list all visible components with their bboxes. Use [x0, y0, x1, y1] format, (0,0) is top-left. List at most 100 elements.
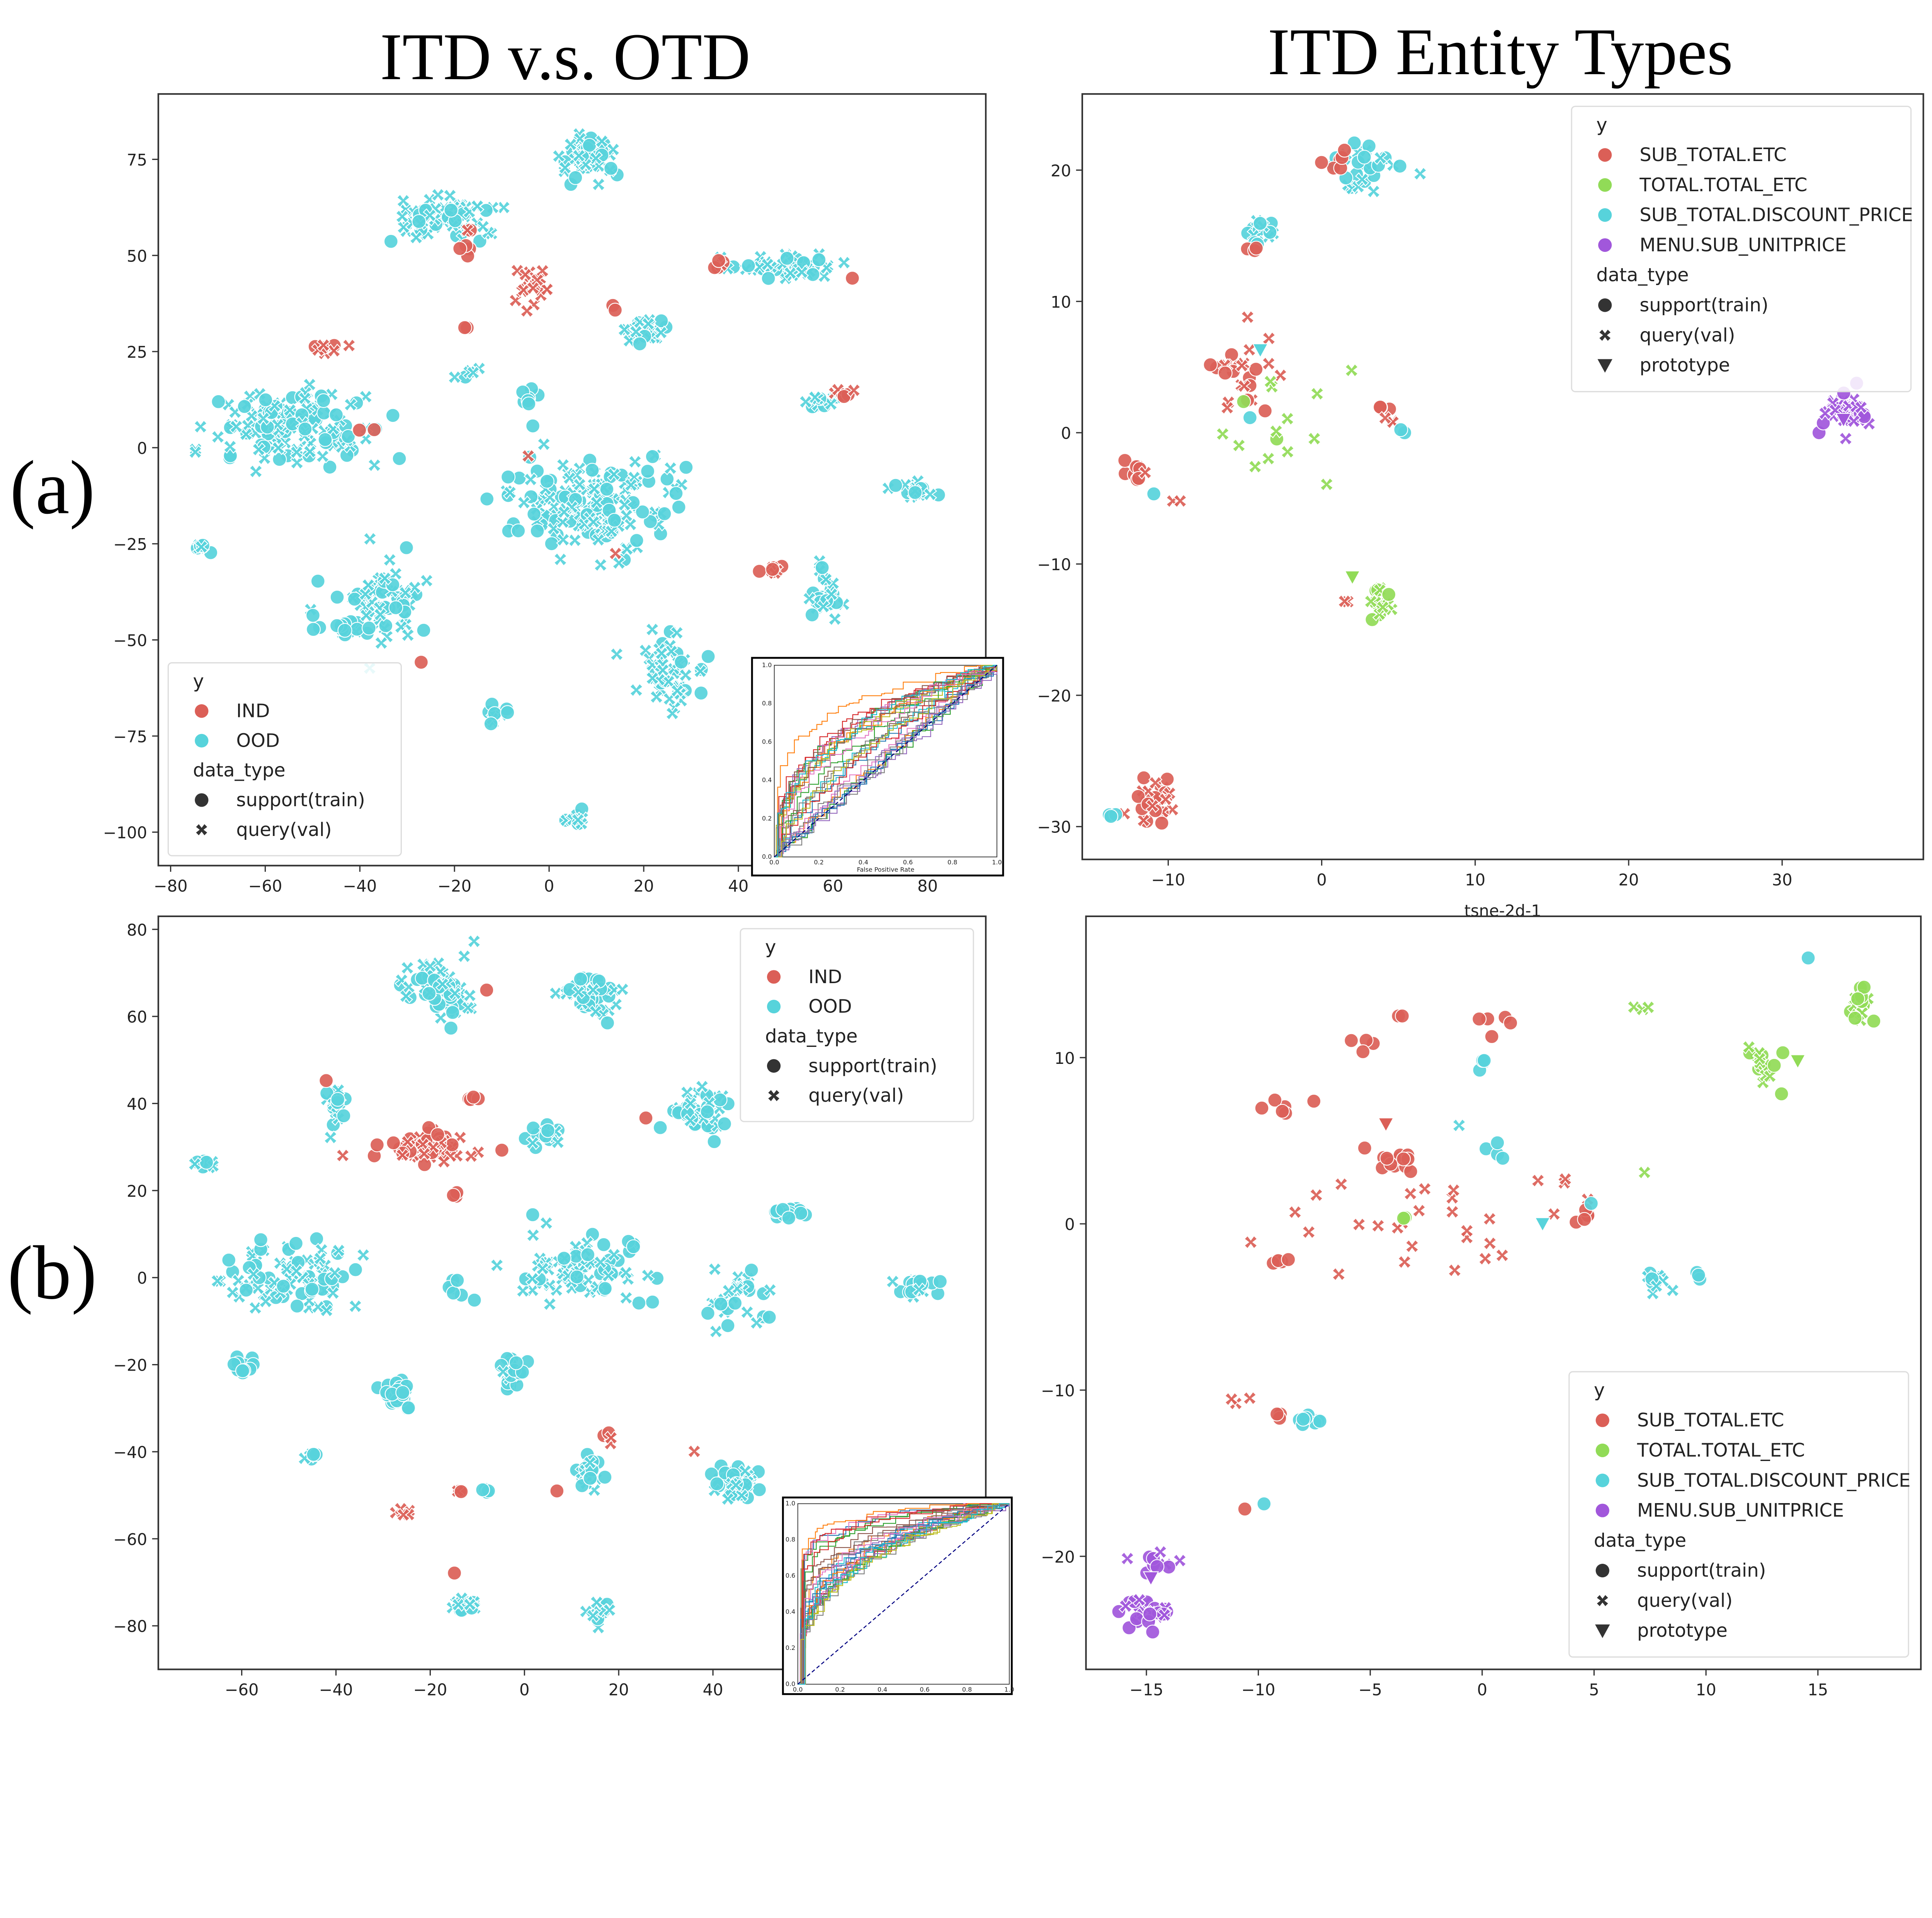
x-tick-label: −10 — [1242, 1680, 1276, 1699]
x-tick-label: 5 — [1589, 1680, 1599, 1699]
query-point — [556, 458, 570, 472]
points — [1111, 950, 1881, 1639]
support-point — [305, 608, 321, 623]
support-point — [466, 1089, 481, 1105]
support-point — [445, 1005, 460, 1020]
support-point — [509, 1355, 524, 1370]
roc-curve — [798, 1503, 1010, 1685]
query-point — [398, 586, 413, 600]
query-point — [601, 1269, 616, 1283]
query-point — [1366, 184, 1381, 199]
prototype-point — [1252, 343, 1269, 358]
support-point — [607, 513, 622, 528]
query-point — [670, 625, 684, 640]
query-point — [463, 1597, 477, 1612]
query-point — [396, 220, 411, 234]
support-point — [1850, 991, 1865, 1006]
support-point — [933, 1274, 948, 1289]
query-point — [586, 983, 600, 997]
query-point — [588, 1004, 603, 1019]
legend-marker-menu-sub-unitprice — [1598, 238, 1612, 252]
support-point — [626, 1239, 641, 1254]
query-point — [194, 540, 209, 554]
query-point — [591, 533, 605, 547]
x-tick-label: 20 — [633, 877, 654, 895]
y-tick-label: 0 — [1061, 424, 1071, 443]
support-point — [304, 1282, 320, 1297]
query-point — [620, 542, 634, 556]
support-point — [540, 1123, 555, 1138]
query-point — [401, 628, 415, 642]
query-point — [223, 439, 237, 454]
x-tick-label: 10 — [1465, 870, 1485, 889]
query-point — [1280, 411, 1295, 426]
y-tick-label: 50 — [127, 246, 147, 265]
y-tick-label: 80 — [127, 921, 147, 939]
query-point — [1243, 1235, 1258, 1249]
support-point — [385, 408, 400, 423]
query-point — [395, 1148, 410, 1162]
support-point — [416, 623, 431, 638]
legend-marker-ind — [767, 970, 781, 984]
query-point — [586, 515, 600, 529]
x-tick-label: 80 — [917, 877, 938, 895]
support-point — [272, 452, 287, 467]
query-point — [1413, 166, 1427, 181]
roc-x-tick-label: 0.6 — [903, 859, 913, 866]
support-point — [447, 1566, 462, 1581]
query-point — [591, 177, 606, 192]
roc-curve — [798, 1503, 1010, 1685]
support-point — [336, 1108, 351, 1123]
legend-prototype-marker — [1597, 359, 1612, 373]
support-point — [629, 533, 644, 548]
query-point — [645, 622, 660, 637]
y-tick-label: −75 — [113, 727, 147, 746]
query-point — [587, 482, 602, 496]
roc-curve — [774, 665, 998, 858]
support-point — [570, 1269, 585, 1284]
x-tick-label: 20 — [609, 1680, 629, 1699]
query-point — [1483, 1236, 1497, 1250]
query-point — [557, 505, 571, 519]
query-point — [1371, 1218, 1385, 1233]
roc-x-tick-label: 0.4 — [878, 1686, 887, 1693]
roc-y-tick-label: 0.2 — [762, 815, 772, 822]
roc-curve — [798, 1503, 1010, 1685]
query-point — [571, 813, 585, 827]
support-point — [1145, 1624, 1160, 1639]
x-tick-label: −20 — [413, 1680, 447, 1699]
query-point — [1376, 600, 1390, 615]
query-point — [593, 558, 608, 572]
support-point — [521, 396, 536, 411]
support-point — [583, 1471, 598, 1486]
query-point — [1136, 813, 1151, 828]
query-point — [363, 532, 377, 546]
query-point — [437, 1154, 451, 1169]
row-label-b: (b) — [7, 1230, 97, 1315]
support-point — [276, 1279, 291, 1294]
support-point — [1857, 980, 1872, 995]
query-point — [1242, 1391, 1257, 1405]
support-point — [1237, 1502, 1252, 1517]
query-point — [1355, 172, 1369, 187]
query-point — [1752, 1051, 1767, 1066]
title-itd-vs-otd: ITD v.s. OTD — [380, 20, 750, 94]
x-tick-label: 60 — [823, 877, 843, 895]
panel-b_right: −15 −10 −5 0 5 10 15 −20 −10 0 10 y SUB_TOTAL.ETC TOT… — [1041, 915, 1922, 1699]
y-tick-label: 75 — [127, 150, 147, 169]
legend-marker-sub-total-etc — [1598, 148, 1612, 162]
roc-curve — [774, 665, 998, 858]
query-point — [1742, 1040, 1756, 1054]
figure: ITD v.s. OTD ITD Entity Types (a) (b) −8… — [7, 15, 1924, 1699]
x-tick-label: −40 — [343, 877, 377, 895]
support-point — [1344, 1033, 1359, 1048]
query-point — [1417, 1182, 1432, 1196]
query-point — [641, 1268, 655, 1283]
query-point — [443, 189, 457, 203]
query-point — [556, 515, 570, 529]
support-point — [430, 1127, 445, 1142]
y-tick-label: −30 — [1037, 818, 1071, 837]
support-point — [657, 506, 672, 521]
prototype-point — [1789, 1054, 1806, 1069]
query-point — [1237, 379, 1252, 393]
